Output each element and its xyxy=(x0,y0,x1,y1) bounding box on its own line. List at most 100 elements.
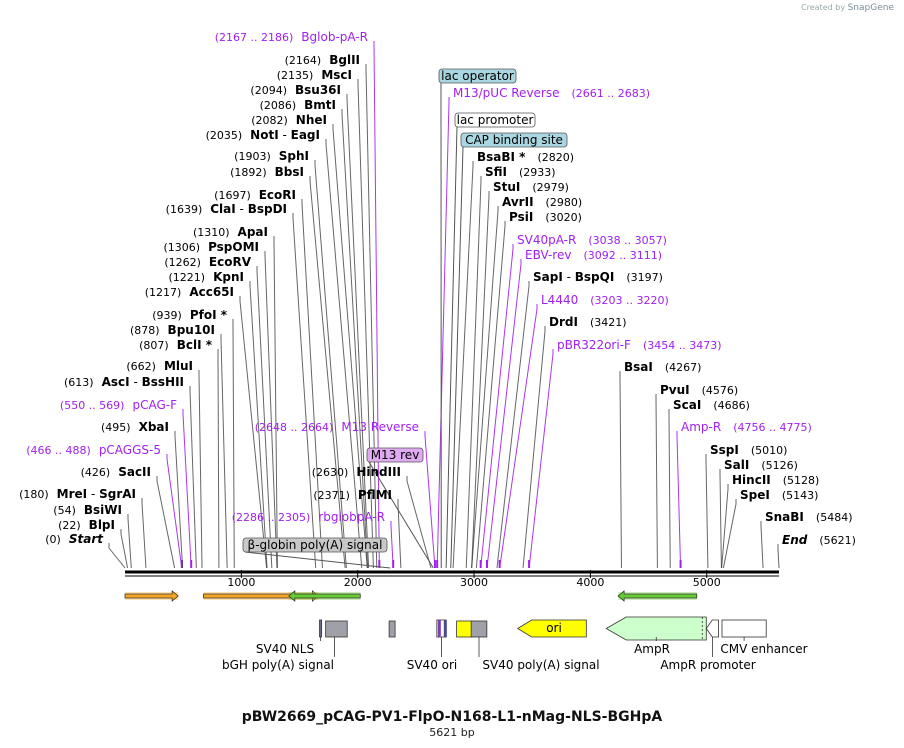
boxed-label-cap-binding-site[interactable]: CAP binding site xyxy=(460,132,568,148)
boxed-label-globin-poly-a-signal[interactable]: β-globin poly(A) signal xyxy=(242,537,388,553)
site-bsu36i[interactable]: (2094) Bsu36I xyxy=(250,83,341,97)
site-pcag-f[interactable]: (550 .. 569) pCAG-F xyxy=(60,398,177,412)
site-sacii[interactable]: (426) SacII xyxy=(81,465,151,479)
site-kpni[interactable]: (1221) KpnI xyxy=(169,270,244,284)
svg-text:SapI - BspQI(3197): SapI - BspQI (3197) xyxy=(533,270,663,284)
site-nhei[interactable]: (2082) NheI xyxy=(251,113,327,127)
svg-text:(22)BlpI: (22) BlpI xyxy=(58,518,115,532)
boxed-label-text: lac promoter xyxy=(457,113,534,127)
site-snabi[interactable]: SnaBI (5484) xyxy=(765,510,852,524)
site-m13-reverse[interactable]: (2648 .. 2664) M13 Reverse xyxy=(255,420,419,434)
site-sspi[interactable]: SspI (5010) xyxy=(710,443,787,457)
site-start[interactable]: (0) Start xyxy=(45,532,104,546)
svg-text:(2082)NheI: (2082) NheI xyxy=(251,113,327,127)
site-coord: (2094) xyxy=(250,84,287,97)
primer-arrow[interactable] xyxy=(203,590,319,602)
site-name: Bglob-pA-R xyxy=(301,30,368,44)
feature-sv40-nls[interactable] xyxy=(319,619,323,638)
feature-cmv-enhancer[interactable] xyxy=(721,619,767,638)
boxed-label-m13-rev[interactable]: M13 rev xyxy=(366,447,424,463)
feature-ampr-promoter[interactable] xyxy=(705,619,719,638)
site-scai[interactable]: ScaI (4686) xyxy=(673,398,750,412)
site-name: Bsu36I xyxy=(295,83,341,97)
site-apai[interactable]: (1310) ApaI xyxy=(193,225,268,239)
site-l4440[interactable]: L4440 (3203 .. 3220) xyxy=(541,293,669,307)
site-coord: (2648 .. 2664) xyxy=(255,421,334,434)
site-pbr322ori-f[interactable]: pBR322ori-F (3454 .. 3473) xyxy=(557,338,722,352)
leader-ecori xyxy=(301,199,323,569)
site-amp-r[interactable]: Amp-R (4756 .. 4775) xyxy=(681,420,812,434)
site-sali[interactable]: SalI (5126) xyxy=(724,458,798,472)
site-coord: (1221) xyxy=(169,271,206,284)
site-bmti[interactable]: (2086) BmtI xyxy=(260,98,336,112)
site-hincii[interactable]: HincII (5128) xyxy=(732,473,819,487)
site-end[interactable]: End (5621) xyxy=(782,533,856,547)
site-blpi[interactable]: (22) BlpI xyxy=(58,518,115,532)
site-sv40pa-r[interactable]: SV40pA-R (3038 .. 3057) xyxy=(517,233,667,247)
site-pfoi[interactable]: (939) PfoI * xyxy=(152,308,227,322)
site-ebv-rev[interactable]: EBV-rev (3092 .. 3111) xyxy=(525,248,662,262)
site-bbsi[interactable]: (1892) BbsI xyxy=(230,165,304,179)
site-msci[interactable]: (2135) MscI xyxy=(277,68,352,82)
primer-arrow[interactable] xyxy=(124,590,179,602)
site-asci[interactable]: (613) AscI - BssHII xyxy=(64,375,184,389)
feature-sv40-poly-a-signal[interactable] xyxy=(456,620,488,638)
site-acc65i[interactable]: (1217) Acc65I xyxy=(145,285,234,299)
leader-ebv-rev xyxy=(486,259,522,569)
site-hindiii[interactable]: (2630) HindIII xyxy=(312,465,401,479)
svg-text:SV40pA-R(3038 .. 3057): SV40pA-R (3038 .. 3057) xyxy=(517,233,667,247)
feature-sv40-ori[interactable] xyxy=(436,619,447,638)
site-mlui[interactable]: (662) MluI xyxy=(126,359,193,373)
site-coord: (1306) xyxy=(163,241,200,254)
site-coord: (1262) xyxy=(164,256,201,269)
leader-pbr322ori-f xyxy=(528,349,554,569)
site-sfii[interactable]: SfiI (2933) xyxy=(485,165,556,179)
site-pspomi[interactable]: (1306) PspOMI xyxy=(163,240,259,254)
site-spei[interactable]: SpeI (5143) xyxy=(740,488,818,502)
site-bcli[interactable]: (807) BclI * xyxy=(139,338,213,352)
site-sapi[interactable]: SapI - BspQI (3197) xyxy=(533,270,663,284)
site-coord: (3038 .. 3057) xyxy=(588,234,667,247)
site-bsai[interactable]: BsaI (4267) xyxy=(624,360,701,374)
site-bpu10i[interactable]: (878) Bpu10I xyxy=(130,323,215,337)
site-pvui[interactable]: PvuI (4576) xyxy=(660,383,738,397)
svg-text:End(5621): End (5621) xyxy=(782,533,856,547)
site-xbai[interactable]: (495) XbaI xyxy=(101,420,169,434)
site-name-1: ClaI xyxy=(210,202,235,216)
svg-text:(1310)ApaI: (1310) ApaI xyxy=(193,225,268,239)
feature-bgh-poly-a-signal[interactable] xyxy=(325,620,396,638)
site-coord: (807) xyxy=(139,339,169,352)
svg-text:SspI(5010): SspI (5010) xyxy=(710,443,787,457)
boxed-label-lac-promoter[interactable]: lac promoter xyxy=(454,112,536,128)
feature-ampr[interactable] xyxy=(605,616,707,641)
site-bglii[interactable]: (2164) BglII xyxy=(285,53,360,67)
site-sphi[interactable]: (1903) SphI xyxy=(234,149,309,163)
site-name: M13 Reverse xyxy=(341,420,419,434)
site-coord: (3092 .. 3111) xyxy=(583,249,662,262)
leader-hincii xyxy=(721,484,729,569)
site-drdi[interactable]: DrdI (3421) xyxy=(549,315,627,329)
site-pflmi[interactable]: (2371) PflMI xyxy=(313,488,392,502)
boxed-label-lac-operator[interactable]: lac operator xyxy=(438,68,517,84)
ruler-label: 4000 xyxy=(576,576,604,589)
site-ecori[interactable]: (1697) EcoRI xyxy=(214,188,296,202)
primer-arrow[interactable] xyxy=(617,590,698,602)
site-noti[interactable]: (2035) NotI - EagI xyxy=(206,128,320,142)
site-pcaggs-5[interactable]: (466 .. 488) pCAGGS-5 xyxy=(26,443,161,457)
site-clai[interactable]: (1639) ClaI - BspDI xyxy=(166,202,287,216)
site-mrei[interactable]: (180) MreI - SgrAI xyxy=(19,487,136,501)
site-ecorv[interactable]: (1262) EcoRV xyxy=(164,255,251,269)
site-psii[interactable]: PsiI (3020) xyxy=(509,210,582,224)
primer-arrow[interactable] xyxy=(288,590,361,602)
site-bsabi[interactable]: BsaBI * (2820) xyxy=(477,150,574,164)
feature-ori[interactable] xyxy=(516,619,587,638)
site-avrii[interactable]: AvrII (2980) xyxy=(502,195,582,209)
site-name: BmtI xyxy=(304,98,336,112)
site-m13-puc-reverse[interactable]: M13/pUC Reverse (2661 .. 2683) xyxy=(453,86,650,100)
site-coord: (3020) xyxy=(545,211,582,224)
site-bglob-pa-r[interactable]: (2167 .. 2186) Bglob-pA-R xyxy=(215,30,368,44)
site-coord: (3197) xyxy=(626,271,663,284)
site-stui[interactable]: StuI (2979) xyxy=(493,180,569,194)
site-rbglobpa-r[interactable]: (2286 .. 2305) rbglobpA-R xyxy=(232,510,385,524)
site-bsiwi[interactable]: (54) BsiWI xyxy=(53,503,122,517)
